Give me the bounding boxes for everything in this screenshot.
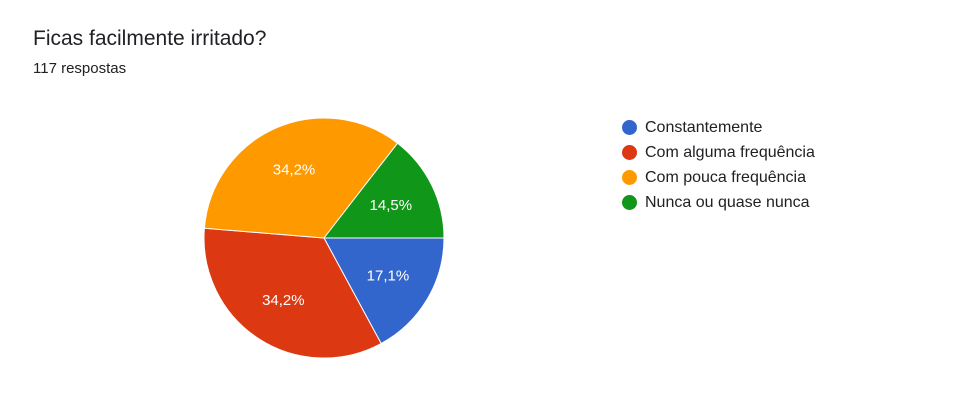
legend-swatch-constantemente — [622, 120, 637, 135]
pie-label-com-pouca-frequencia: 34,2% — [273, 161, 316, 178]
response-count: 117 respostas — [33, 60, 127, 77]
question-title: Ficas facilmente irritado? — [33, 27, 267, 50]
pie-label-com-alguma-frequencia: 34,2% — [262, 292, 305, 309]
legend-label-com-pouca-frequencia: Com pouca frequência — [645, 168, 806, 186]
pie-label-constantemente: 17,1% — [367, 268, 410, 285]
legend-swatch-com-alguma-frequencia — [622, 145, 637, 160]
legend-label-nunca-ou-quase-nunca: Nunca ou quase nunca — [645, 193, 810, 211]
pie-slice-constantemente[interactable] — [323, 237, 445, 345]
legend-label-constantemente: Constantemente — [645, 118, 763, 136]
legend-item-com-alguma-frequencia[interactable]: Com alguma frequência — [622, 140, 815, 165]
pie-label-nunca-ou-quase-nunca: 14,5% — [370, 197, 413, 214]
pie-slice-com-pouca-frequencia[interactable] — [203, 117, 399, 239]
legend-item-constantemente[interactable]: Constantemente — [622, 115, 815, 140]
legend-swatch-nunca-ou-quase-nunca — [622, 195, 637, 210]
legend-item-com-pouca-frequencia[interactable]: Com pouca frequência — [622, 165, 815, 190]
legend-label-com-alguma-frequencia: Com alguma frequência — [645, 143, 815, 161]
pie-slice-nunca-ou-quase-nunca[interactable] — [322, 142, 445, 239]
legend-swatch-com-pouca-frequencia — [622, 170, 637, 185]
chart-legend: Constantemente Com alguma frequência Com… — [622, 115, 815, 215]
pie-slice-com-alguma-frequencia[interactable] — [203, 227, 382, 359]
legend-item-nunca-ou-quase-nunca[interactable]: Nunca ou quase nunca — [622, 190, 815, 215]
